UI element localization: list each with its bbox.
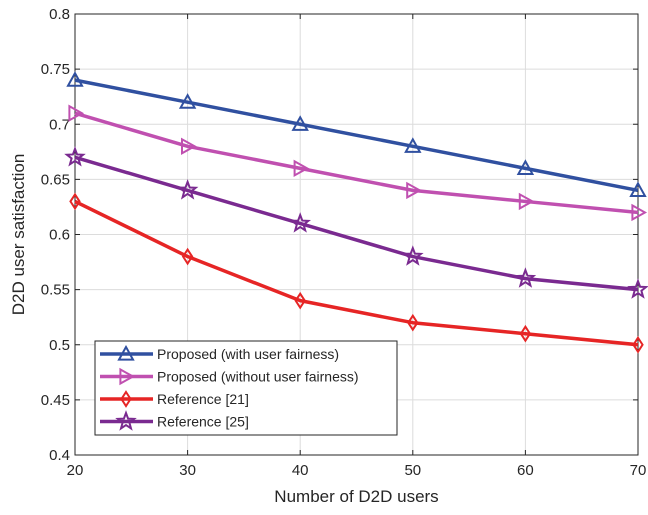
series-line — [74, 199, 639, 347]
legend-label: Proposed (with user fairness) — [157, 346, 339, 362]
data-point-marker — [291, 115, 309, 131]
series-4 — [64, 145, 648, 299]
data-point-marker — [516, 159, 535, 175]
data-point-marker — [627, 278, 648, 299]
data-point-marker — [519, 324, 532, 343]
data-point-marker — [289, 212, 311, 233]
data-point-marker — [629, 181, 647, 197]
series-1 — [66, 71, 647, 197]
y-tick-label: 0.65 — [41, 171, 70, 188]
data-point-marker — [181, 137, 197, 155]
legend-item: Proposed (without user fairness) — [100, 367, 359, 386]
y-axis-label: D2D user satisfaction — [9, 154, 28, 316]
data-point-marker — [64, 145, 86, 167]
series-line — [74, 111, 639, 215]
legend-label: Reference [25] — [157, 414, 249, 430]
x-tick-label: 50 — [404, 462, 421, 479]
data-point-marker — [407, 313, 419, 332]
legend-label: Reference [21] — [157, 391, 249, 407]
legend-marker — [115, 410, 137, 431]
legend: Proposed (with user fairness) Proposed (w… — [94, 340, 398, 436]
series-line — [74, 155, 639, 292]
data-point-marker — [176, 179, 199, 200]
legend-item: Reference [21] — [100, 390, 249, 408]
x-tick-label: 30 — [179, 462, 196, 479]
series-group — [64, 71, 648, 354]
legend-item: Proposed (with user fairness) — [100, 344, 339, 362]
legend-marker — [120, 390, 132, 408]
data-point-marker — [293, 159, 310, 178]
y-tick-label: 0.5 — [49, 337, 70, 354]
x-tick-label: 40 — [292, 462, 309, 479]
x-tick-label: 70 — [630, 462, 647, 479]
data-point-marker — [518, 192, 535, 211]
y-tick-label: 0.75 — [41, 61, 70, 78]
legend-marker — [119, 367, 136, 386]
legend-box — [94, 340, 398, 436]
x-tick-label: 60 — [517, 462, 534, 479]
y-tick-label: 0.7 — [49, 116, 70, 133]
series-3 — [69, 192, 644, 354]
data-point-marker — [68, 104, 85, 122]
data-point-marker — [294, 291, 306, 310]
axis-ticks: 20 30 40 50 60 70 0.4 0.45 0.5 0.55 0.6 0.65 0.7 0.75… — [41, 6, 647, 479]
y-tick-label: 0.4 — [49, 447, 70, 464]
data-point-marker — [181, 247, 194, 266]
legend-label: Proposed (without user fairness) — [157, 369, 359, 385]
y-tick-label: 0.8 — [49, 6, 70, 23]
x-axis-label: Number of D2D users — [274, 487, 438, 506]
data-point-marker — [632, 335, 644, 354]
series-line — [74, 78, 639, 193]
data-point-marker — [514, 267, 537, 288]
data-point-marker — [402, 245, 424, 266]
data-point-marker — [66, 71, 84, 87]
series-2 — [68, 104, 648, 222]
legend-marker — [117, 344, 135, 361]
y-tick-label: 0.55 — [41, 282, 70, 299]
data-point-marker — [178, 93, 197, 109]
y-tick-label: 0.6 — [49, 227, 70, 244]
data-point-marker — [406, 181, 422, 200]
data-point-marker — [69, 192, 81, 211]
legend-item: Reference [25] — [100, 410, 249, 431]
data-point-marker — [404, 137, 422, 153]
x-tick-label: 20 — [67, 462, 84, 479]
data-point-marker — [631, 203, 648, 222]
y-tick-label: 0.45 — [41, 392, 70, 409]
